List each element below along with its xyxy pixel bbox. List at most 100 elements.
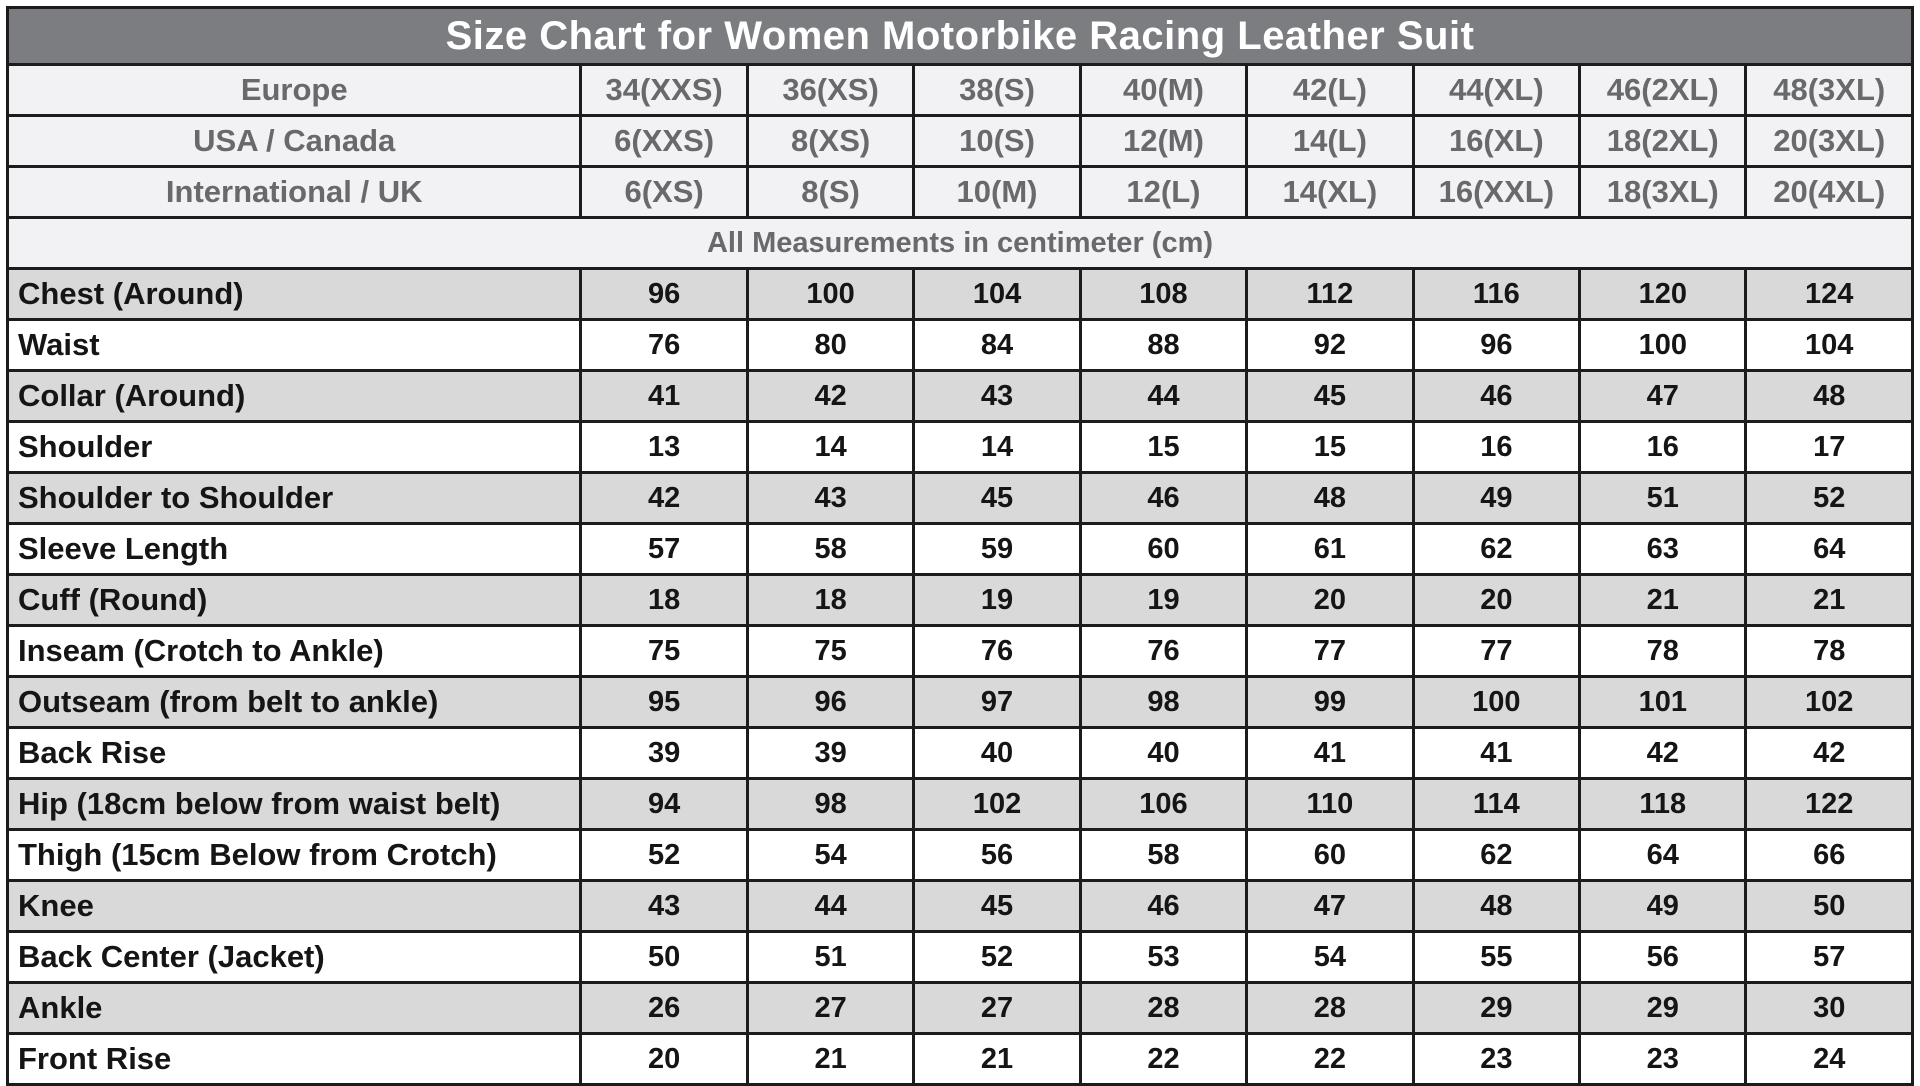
size-value-cell: 48(3XL) [1744, 63, 1914, 117]
measurement-value-cell: 95 [579, 675, 749, 729]
size-value-cell: 16(XXL) [1411, 165, 1582, 219]
size-region-label: International / UK [5, 165, 583, 219]
measurement-value-cell: 45 [912, 879, 1082, 933]
size-value-cell: 6(XXS) [579, 114, 749, 168]
measurement-value-cell: 54 [1245, 930, 1415, 984]
measurement-value-cell: 48 [1411, 879, 1582, 933]
measurement-value-cell: 52 [579, 828, 749, 882]
measurement-value-cell: 42 [1744, 726, 1914, 780]
measurement-value-cell: 100 [1578, 318, 1748, 372]
measurement-value-cell: 62 [1411, 522, 1582, 576]
measurement-value-cell: 43 [745, 471, 916, 525]
measurement-row-label: Back Rise [5, 726, 583, 780]
measurement-value-cell: 52 [912, 930, 1082, 984]
measurement-value-cell: 21 [745, 1032, 916, 1086]
measurement-value-cell: 62 [1411, 828, 1582, 882]
table-title: Size Chart for Women Motorbike Racing Le… [6, 6, 1914, 66]
table-row: USA / Canada 6(XXS) 8(XS) 10(S) 12(M) 14(L) 16… [5, 114, 1914, 168]
measurement-value-cell: 28 [1245, 981, 1415, 1035]
measurement-value-cell: 16 [1411, 420, 1582, 474]
table-row: Shoulder to Shoulder 42 43 45 46 48 49 51 52 [5, 471, 1914, 525]
measurement-value-cell: 44 [1078, 369, 1249, 423]
size-value-cell: 38(S) [912, 63, 1082, 117]
measurement-value-cell: 48 [1744, 369, 1914, 423]
measurement-value-cell: 77 [1411, 624, 1582, 678]
measurement-value-cell: 47 [1578, 369, 1748, 423]
measurement-value-cell: 114 [1411, 777, 1582, 831]
measurement-value-cell: 26 [579, 981, 749, 1035]
measurement-value-cell: 106 [1078, 777, 1249, 831]
size-value-cell: 20(3XL) [1744, 114, 1914, 168]
measurement-row-label: Waist [5, 318, 583, 372]
table-row: Shoulder 13 14 14 15 15 16 16 17 [5, 420, 1914, 474]
measurement-value-cell: 64 [1744, 522, 1914, 576]
measurement-value-cell: 22 [1245, 1032, 1415, 1086]
measurement-value-cell: 21 [1744, 573, 1914, 627]
measurement-value-cell: 49 [1578, 879, 1748, 933]
measurement-value-cell: 29 [1578, 981, 1748, 1035]
measurement-value-cell: 41 [1411, 726, 1582, 780]
measurement-value-cell: 116 [1411, 267, 1582, 321]
table-row: Back Rise 39 39 40 40 41 41 42 42 [5, 726, 1914, 780]
measurement-row-label: Inseam (Crotch to Ankle) [5, 624, 583, 678]
measurement-value-cell: 21 [1578, 573, 1748, 627]
measurement-value-cell: 96 [579, 267, 749, 321]
measurement-value-cell: 47 [1245, 879, 1415, 933]
measurement-rows: Chest (Around) 96 100 104 108 112 116 120 124 Wai… [5, 267, 1914, 1086]
size-value-cell: 40(M) [1078, 63, 1249, 117]
measurement-value-cell: 78 [1744, 624, 1914, 678]
measurement-value-cell: 52 [1744, 471, 1914, 525]
table-row: Chest (Around) 96 100 104 108 112 116 120 124 [5, 267, 1914, 321]
measurement-row-label: Hip (18cm below from waist belt) [5, 777, 583, 831]
measurement-value-cell: 54 [745, 828, 916, 882]
size-value-cell: 8(XS) [745, 114, 916, 168]
measurement-value-cell: 60 [1078, 522, 1249, 576]
measurement-value-cell: 40 [1078, 726, 1249, 780]
measurement-value-cell: 19 [1078, 573, 1249, 627]
measurement-row-label: Thigh (15cm Below from Crotch) [5, 828, 583, 882]
measurement-value-cell: 18 [579, 573, 749, 627]
size-chart-table: Size Chart for Women Motorbike Racing Le… [5, 6, 1914, 1086]
measurement-value-cell: 101 [1578, 675, 1748, 729]
size-value-cell: 12(M) [1078, 114, 1249, 168]
measurement-value-cell: 76 [579, 318, 749, 372]
measurement-row-label: Knee [5, 879, 583, 933]
measurement-value-cell: 122 [1744, 777, 1914, 831]
measurement-value-cell: 49 [1411, 471, 1582, 525]
measurement-unit-note: All Measurements in centimeter (cm) [6, 216, 1914, 270]
size-value-cell: 12(L) [1078, 165, 1249, 219]
measurement-value-cell: 24 [1744, 1032, 1914, 1086]
measurement-row-label: Back Center (Jacket) [5, 930, 583, 984]
measurement-value-cell: 53 [1078, 930, 1249, 984]
measurement-row-label: Collar (Around) [5, 369, 583, 423]
measurement-value-cell: 100 [745, 267, 916, 321]
measurement-value-cell: 42 [1578, 726, 1748, 780]
measurement-value-cell: 40 [912, 726, 1082, 780]
measurement-value-cell: 13 [579, 420, 749, 474]
measurement-value-cell: 124 [1744, 267, 1914, 321]
size-value-cell: 10(S) [912, 114, 1082, 168]
measurement-value-cell: 75 [745, 624, 916, 678]
table-row: Collar (Around) 41 42 43 44 45 46 47 48 [5, 369, 1914, 423]
size-value-cell: 44(XL) [1411, 63, 1582, 117]
measurement-row-label: Chest (Around) [5, 267, 583, 321]
measurement-value-cell: 88 [1078, 318, 1249, 372]
measurement-value-cell: 104 [912, 267, 1082, 321]
table-row: Inseam (Crotch to Ankle) 75 75 76 76 77 77 78 78 [5, 624, 1914, 678]
size-value-cell: 10(M) [912, 165, 1082, 219]
measurement-value-cell: 30 [1744, 981, 1914, 1035]
measurement-value-cell: 20 [1411, 573, 1582, 627]
measurement-value-cell: 60 [1245, 828, 1415, 882]
measurement-value-cell: 16 [1578, 420, 1748, 474]
table-row: International / UK 6(XS) 8(S) 10(M) 12(L) 14(… [5, 165, 1914, 219]
measurement-value-cell: 23 [1578, 1032, 1748, 1086]
measurement-value-cell: 58 [1078, 828, 1249, 882]
measurement-value-cell: 57 [1744, 930, 1914, 984]
measurement-value-cell: 96 [745, 675, 916, 729]
measurement-value-cell: 63 [1578, 522, 1748, 576]
measurement-value-cell: 99 [1245, 675, 1415, 729]
measurement-value-cell: 102 [1744, 675, 1914, 729]
size-value-cell: 18(2XL) [1578, 114, 1748, 168]
measurement-value-cell: 28 [1078, 981, 1249, 1035]
measurement-value-cell: 14 [745, 420, 916, 474]
